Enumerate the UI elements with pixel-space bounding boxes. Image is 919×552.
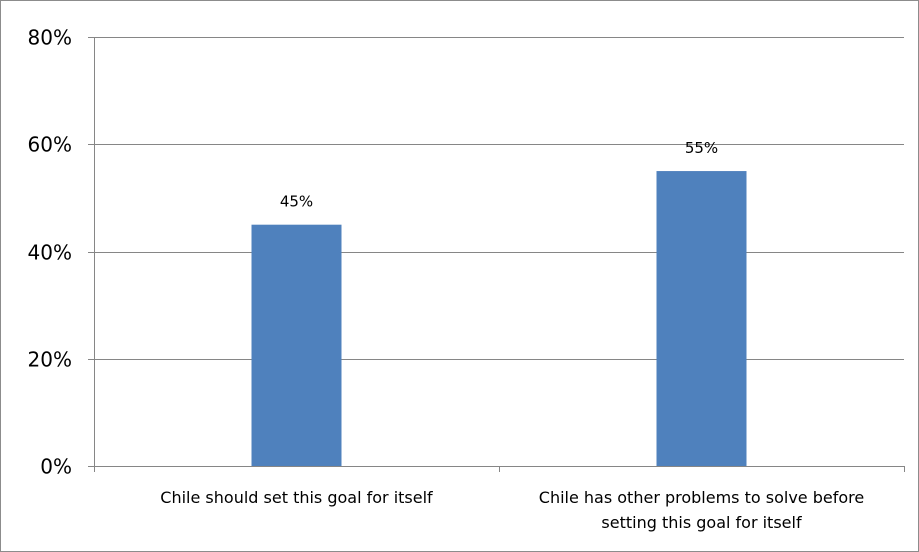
gridlines: [94, 37, 904, 360]
bars: [251, 171, 747, 466]
bar-1: [251, 224, 342, 466]
category-label-2-line-2: setting this goal for itself: [601, 513, 802, 532]
y-tick-label-80: 80%: [28, 26, 72, 50]
category-label-2-line-1: Chile has other problems to solve before: [539, 488, 864, 507]
y-tick-label-60: 60%: [28, 133, 72, 157]
category-label-1-line-1: Chile should set this goal for itself: [160, 488, 433, 507]
labels: 0% 20% 40% 60% 80% 45% Chile should set this g…: [28, 26, 865, 533]
bar-2: [656, 171, 747, 466]
data-label-2: 55%: [685, 139, 718, 157]
y-tick-label-20: 20%: [28, 348, 72, 372]
y-tick-label-40: 40%: [28, 241, 72, 265]
data-label-1: 45%: [280, 193, 313, 211]
y-tick-label-0: 0%: [40, 455, 72, 479]
axes: [88, 37, 905, 472]
